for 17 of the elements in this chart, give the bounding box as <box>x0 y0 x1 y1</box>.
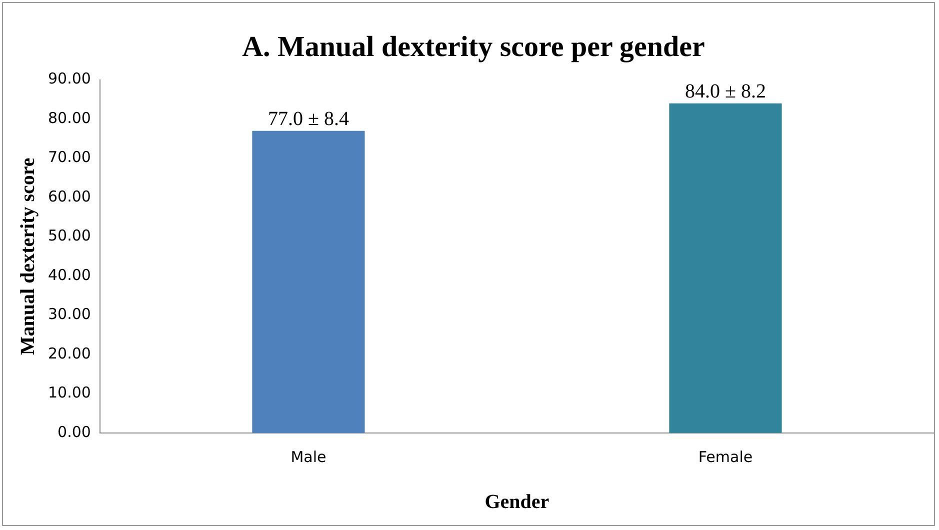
y-tick-label: 90.00 <box>48 70 91 88</box>
data-label: 84.0 ± 8.2 <box>684 80 766 103</box>
y-tick-label: 70.00 <box>48 148 91 166</box>
y-tick-label: 20.00 <box>48 344 91 362</box>
x-axis-title: Gender <box>484 491 550 514</box>
y-tick-label: 40.00 <box>48 266 91 284</box>
y-tick-label: 10.00 <box>48 384 91 402</box>
y-tick-label: 60.00 <box>48 187 91 206</box>
y-tick-label: 0.00 <box>58 422 91 441</box>
chart-title: A. Manual dexterity score per gender <box>242 30 706 63</box>
y-tick-label: 30.00 <box>48 305 91 324</box>
x-tick-label: Female <box>698 448 753 466</box>
x-tick-label: Male <box>290 448 326 466</box>
data-label: 77.0 ± 8.4 <box>268 108 349 130</box>
y-tick-label: 50.00 <box>48 226 91 245</box>
y-axis-title: Manual dexterity score <box>17 158 40 356</box>
y-tick-label: 80.00 <box>48 108 91 127</box>
